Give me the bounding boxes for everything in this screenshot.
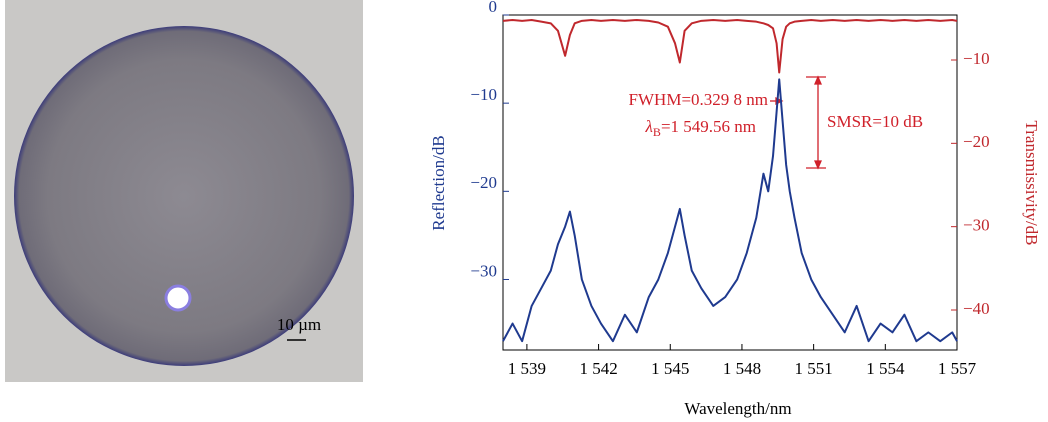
x-tick-label: 1 551 [795, 359, 833, 378]
y2-tick-label: −30 [963, 216, 990, 235]
x-tick-label: 1 557 [938, 359, 977, 378]
y-tick-label: 0 [489, 0, 498, 16]
fwhm-annotation: FWHM=0.329 8 nm [629, 90, 768, 109]
x-tick-label: 1 539 [508, 359, 546, 378]
y2-tick-label: −20 [963, 132, 990, 151]
fiber-cladding [14, 26, 354, 366]
smsr-annotation: SMSR=10 dB [827, 112, 923, 131]
fiber-core [164, 284, 192, 312]
y-axis-label: Reflection/dB [429, 135, 448, 230]
annotation-arrows [770, 75, 826, 170]
y2-tick-label: −10 [963, 49, 990, 68]
lambda-value: =1 549.56 nm [661, 117, 756, 136]
y-tick-label: −10 [470, 85, 497, 104]
y2-axis-label: Transmissivity/dB [1022, 120, 1041, 245]
series-line [502, 78, 958, 343]
micrograph: 10 µm [5, 0, 363, 382]
lambda-annotation: λB=1 549.56 nm [645, 117, 756, 139]
lambda-subscript: B [653, 125, 661, 139]
arrow-head [814, 160, 822, 170]
x-axis-label: Wavelength/nm [684, 399, 791, 418]
scale-label: 10 µm [277, 315, 321, 334]
y-tick-label: −30 [470, 261, 497, 280]
series-line [502, 19, 958, 74]
y2-tick-label: −40 [963, 299, 990, 318]
x-tick-label: 1 545 [651, 359, 689, 378]
x-tick-label: 1 554 [866, 359, 905, 378]
x-tick-label: 1 542 [579, 359, 617, 378]
y-tick-label: −20 [470, 173, 497, 192]
lambda-symbol: λ [645, 117, 653, 136]
x-tick-label: 1 548 [723, 359, 761, 378]
arrow-head [814, 75, 822, 85]
plot-frame [502, 14, 958, 351]
